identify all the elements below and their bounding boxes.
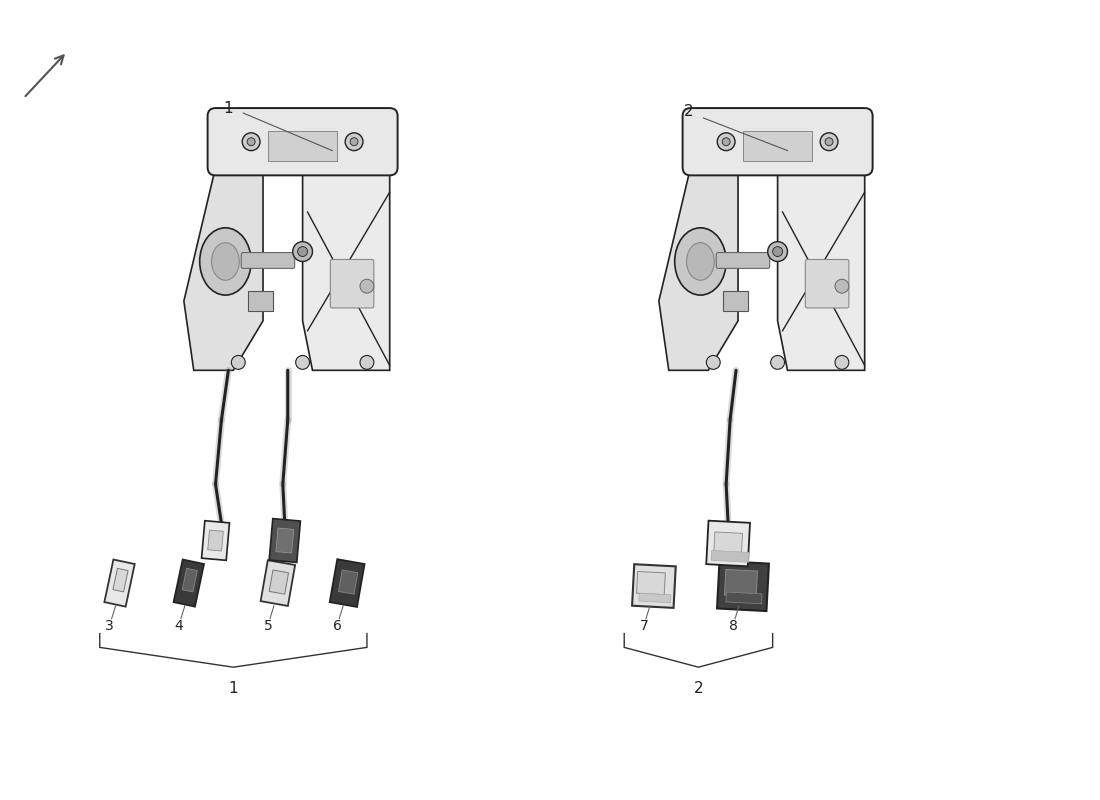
FancyBboxPatch shape bbox=[742, 131, 812, 161]
Polygon shape bbox=[104, 559, 134, 606]
Polygon shape bbox=[711, 550, 749, 562]
Polygon shape bbox=[261, 560, 295, 606]
Polygon shape bbox=[639, 593, 671, 602]
Circle shape bbox=[296, 355, 309, 370]
FancyBboxPatch shape bbox=[716, 253, 770, 268]
FancyBboxPatch shape bbox=[268, 131, 338, 161]
Text: 7: 7 bbox=[639, 618, 648, 633]
Circle shape bbox=[360, 279, 374, 293]
Polygon shape bbox=[174, 559, 204, 606]
Polygon shape bbox=[726, 592, 762, 604]
Text: 6: 6 bbox=[333, 618, 342, 633]
FancyBboxPatch shape bbox=[330, 259, 374, 308]
FancyBboxPatch shape bbox=[683, 108, 872, 175]
FancyBboxPatch shape bbox=[805, 259, 849, 308]
Circle shape bbox=[345, 133, 363, 150]
Polygon shape bbox=[632, 564, 675, 608]
Ellipse shape bbox=[674, 228, 726, 295]
Circle shape bbox=[771, 355, 784, 370]
Polygon shape bbox=[113, 568, 128, 592]
Text: 2: 2 bbox=[694, 682, 703, 697]
Circle shape bbox=[723, 138, 730, 146]
Circle shape bbox=[242, 133, 260, 150]
Ellipse shape bbox=[686, 242, 714, 280]
Circle shape bbox=[768, 242, 788, 262]
Polygon shape bbox=[270, 570, 288, 594]
Text: 4: 4 bbox=[175, 618, 184, 633]
Circle shape bbox=[350, 138, 358, 146]
FancyBboxPatch shape bbox=[249, 291, 273, 311]
Polygon shape bbox=[725, 570, 758, 597]
Circle shape bbox=[717, 133, 735, 150]
Text: 1: 1 bbox=[229, 682, 238, 697]
Polygon shape bbox=[270, 518, 300, 562]
Circle shape bbox=[706, 355, 721, 370]
Polygon shape bbox=[302, 167, 389, 370]
Text: 2: 2 bbox=[684, 103, 693, 118]
Polygon shape bbox=[184, 167, 263, 370]
Circle shape bbox=[293, 242, 312, 262]
FancyBboxPatch shape bbox=[723, 291, 748, 311]
FancyBboxPatch shape bbox=[241, 253, 295, 268]
Polygon shape bbox=[637, 571, 666, 594]
Circle shape bbox=[835, 355, 849, 370]
Circle shape bbox=[825, 138, 833, 146]
Polygon shape bbox=[778, 167, 865, 370]
Text: 8: 8 bbox=[728, 618, 737, 633]
Text: 3: 3 bbox=[106, 618, 114, 633]
Circle shape bbox=[231, 355, 245, 370]
Polygon shape bbox=[330, 559, 364, 607]
Polygon shape bbox=[714, 532, 742, 555]
Polygon shape bbox=[339, 570, 358, 594]
Circle shape bbox=[835, 279, 849, 293]
Polygon shape bbox=[717, 561, 769, 611]
Circle shape bbox=[772, 246, 782, 257]
Circle shape bbox=[248, 138, 255, 146]
Polygon shape bbox=[706, 521, 750, 566]
Circle shape bbox=[360, 355, 374, 370]
Polygon shape bbox=[208, 530, 223, 551]
Text: 1: 1 bbox=[223, 101, 233, 115]
Ellipse shape bbox=[211, 242, 240, 280]
Polygon shape bbox=[183, 568, 197, 592]
Circle shape bbox=[298, 246, 308, 257]
Polygon shape bbox=[201, 521, 230, 560]
Polygon shape bbox=[276, 528, 294, 553]
Text: 5: 5 bbox=[264, 618, 273, 633]
Circle shape bbox=[821, 133, 838, 150]
Ellipse shape bbox=[200, 228, 251, 295]
Polygon shape bbox=[659, 167, 738, 370]
FancyBboxPatch shape bbox=[208, 108, 397, 175]
